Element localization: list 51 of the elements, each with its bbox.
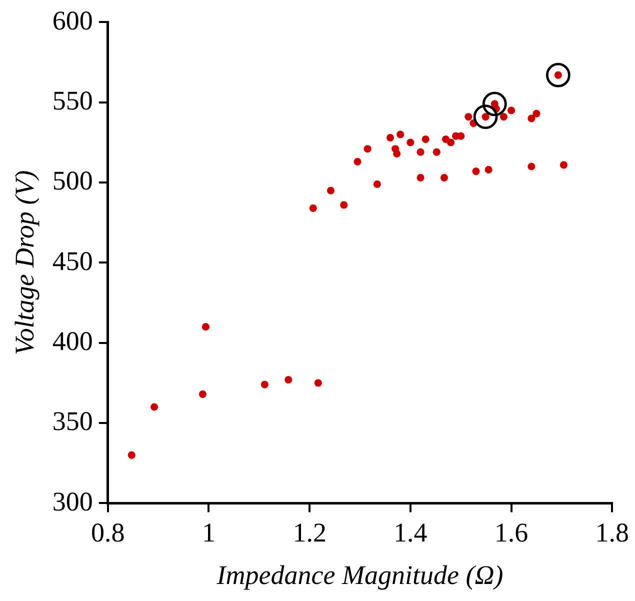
x-tick-label: 0.8 <box>91 517 125 548</box>
point <box>472 168 480 176</box>
point <box>446 138 455 146</box>
point <box>416 148 424 156</box>
point <box>484 166 492 174</box>
y-tick-label: 450 <box>52 246 93 276</box>
point <box>500 112 508 121</box>
point <box>284 376 292 384</box>
y-axis-title: Voltage Drop (V) <box>9 170 40 356</box>
point <box>354 158 362 166</box>
point <box>464 112 472 121</box>
point <box>406 138 414 146</box>
point <box>260 380 269 388</box>
point <box>314 379 322 387</box>
point <box>326 186 335 194</box>
y-tick-label: 300 <box>52 486 93 516</box>
point <box>309 204 317 212</box>
point <box>396 130 404 138</box>
point <box>482 92 507 116</box>
y-tick-label: 550 <box>52 85 93 116</box>
point <box>150 403 158 411</box>
point <box>198 390 206 398</box>
x-tick-label: 1.4 <box>394 517 428 548</box>
point <box>364 145 372 153</box>
point <box>422 135 430 144</box>
y-tick-label: 600 <box>52 5 93 36</box>
point <box>532 110 540 118</box>
point <box>386 134 394 142</box>
point <box>432 148 440 156</box>
point <box>416 174 424 182</box>
point <box>473 104 498 129</box>
y-tick-label: 400 <box>52 326 93 356</box>
x-tick-label: 1.6 <box>494 517 528 548</box>
point <box>546 62 570 88</box>
point <box>393 150 401 158</box>
point <box>202 323 210 331</box>
point <box>528 114 536 122</box>
point <box>457 132 465 140</box>
point <box>528 162 536 170</box>
point <box>560 161 568 169</box>
point <box>507 106 516 114</box>
x-tick-label: 1.8 <box>595 517 629 548</box>
point <box>373 180 381 188</box>
point <box>340 201 348 209</box>
point <box>440 174 448 182</box>
x-tick-label: 1.2 <box>292 517 326 548</box>
y-tick-label: 500 <box>52 166 93 196</box>
x-tick-label: 1 <box>202 517 216 548</box>
y-tick-label: 350 <box>52 406 93 436</box>
point <box>128 451 136 459</box>
x-axis-title: Impedance Magnitude (Ω) <box>216 560 504 590</box>
